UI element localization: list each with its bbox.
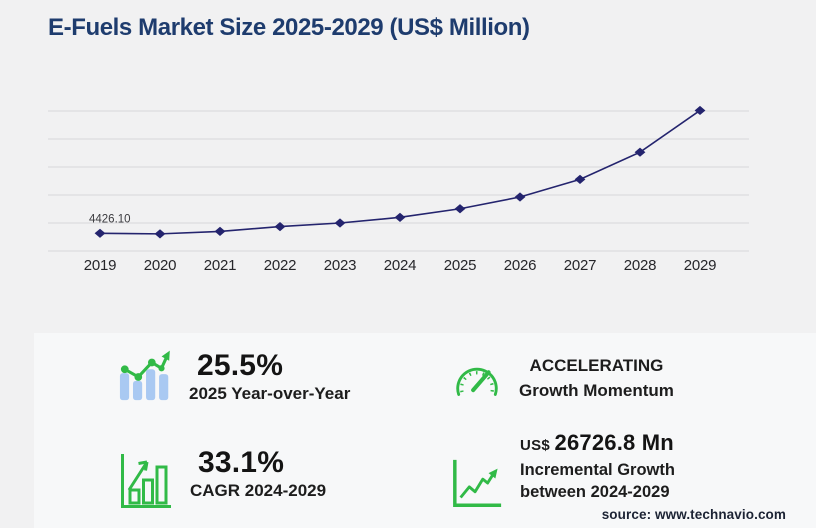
data-point-marker: [214, 226, 226, 236]
x-axis-label: 2029: [684, 257, 717, 274]
source-credit: source: www.technavio.com: [601, 507, 786, 522]
data-point-marker: [334, 218, 346, 228]
x-axis-label: 2027: [564, 257, 597, 274]
yoy-label: 2025 Year-over-Year: [189, 384, 351, 403]
momentum-line1: ACCELERATING: [529, 356, 664, 375]
incremental-label-line1: Incremental Growth: [520, 461, 675, 479]
x-axis-label: 2019: [84, 257, 117, 274]
market-line-chart: 2019 2020 2021 2022 2023 2024 2025 2026 2027 2028…: [48, 105, 749, 274]
data-point-marker: [454, 204, 466, 214]
data-point-marker: [514, 192, 526, 202]
x-axis-label: 2025: [444, 257, 477, 274]
data-point-marker: [574, 174, 586, 184]
momentum-line2: Growth Momentum: [519, 381, 674, 400]
speedometer-icon: [456, 367, 498, 396]
stats-panel: 25.5% 2025 Year-over-Year ACCELERATING G…: [34, 333, 816, 528]
incremental-label-line2: between 2024-2029: [520, 483, 670, 501]
bar-chart-growth-icon: [121, 454, 171, 508]
data-point-marker: [274, 222, 286, 232]
line-graph-up-icon: [453, 459, 502, 507]
data-point-marker: [394, 212, 406, 222]
x-axis-label: 2028: [624, 257, 657, 274]
incremental-currency: US$: [520, 437, 551, 454]
x-axis-label: 2026: [504, 257, 537, 274]
stat-incremental: US$ 26726.8 Mn Incremental Growth betwee…: [450, 430, 675, 511]
bar-trend-up-icon: [119, 350, 170, 401]
yoy-value: 25.5%: [197, 349, 284, 382]
data-point-marker: [154, 229, 166, 239]
cagr-label: CAGR 2024-2029: [190, 481, 327, 500]
stat-yoy: 25.5% 2025 Year-over-Year: [118, 345, 350, 404]
incremental-value: 26726.8 Mn: [554, 430, 674, 455]
data-point-label: 4426.10: [89, 213, 131, 225]
x-axis-label: 2022: [264, 257, 297, 274]
x-axis-label: 2024: [384, 257, 417, 274]
cagr-value: 33.1%: [198, 446, 285, 479]
stat-momentum: ACCELERATING Growth Momentum: [450, 352, 674, 403]
stat-cagr: 33.1% CAGR 2024-2029: [118, 446, 326, 510]
x-axis-label: 2023: [324, 257, 357, 274]
data-point-marker: [634, 147, 646, 157]
x-axis-label: 2021: [204, 257, 237, 274]
data-point-marker: [94, 228, 106, 238]
x-axis-label: 2020: [144, 257, 177, 274]
data-point-marker: [694, 105, 706, 116]
page-title: E-Fuels Market Size 2025-2029 (US$ Milli…: [48, 14, 530, 41]
